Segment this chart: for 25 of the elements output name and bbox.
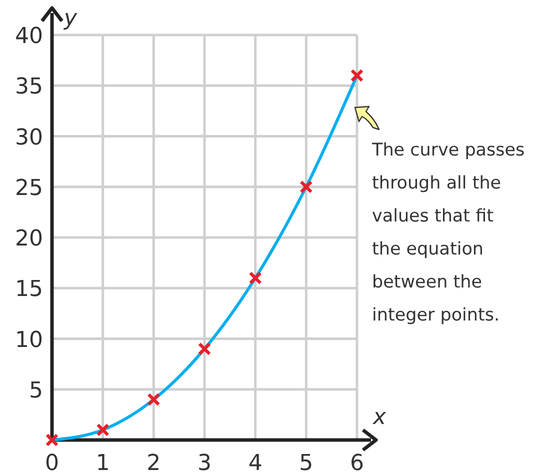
y-tick-label: 10 xyxy=(15,328,43,353)
y-tick-label: 25 xyxy=(15,176,43,201)
point xyxy=(96,423,110,436)
x-tick-label: 0 xyxy=(45,451,59,472)
point xyxy=(248,271,262,285)
y-tick-label: 15 xyxy=(15,277,43,302)
y-axis-title: y xyxy=(63,6,78,31)
x-tick-label: 6 xyxy=(350,451,364,472)
point xyxy=(300,180,313,194)
x-tick-label: 3 xyxy=(198,451,212,472)
y-tick-label: 20 xyxy=(15,226,43,252)
x-axis-title: x xyxy=(372,405,387,430)
y-tick-label: 35 xyxy=(15,74,43,100)
point xyxy=(198,342,212,356)
y-tick-label: 30 xyxy=(15,125,43,150)
x-tick-label: 5 xyxy=(299,451,314,472)
x-tick-label: 2 xyxy=(146,451,161,472)
y-tick-label: 40 xyxy=(15,24,43,49)
text: The curve passes through all the values that fit the equation between the integer points. xyxy=(371,140,525,326)
x-tick-label: 1 xyxy=(96,451,110,472)
y-tick-label: 5 xyxy=(29,378,43,404)
point xyxy=(45,433,59,447)
x-tick-label: 4 xyxy=(248,451,262,472)
point xyxy=(350,68,364,82)
point xyxy=(147,392,160,406)
